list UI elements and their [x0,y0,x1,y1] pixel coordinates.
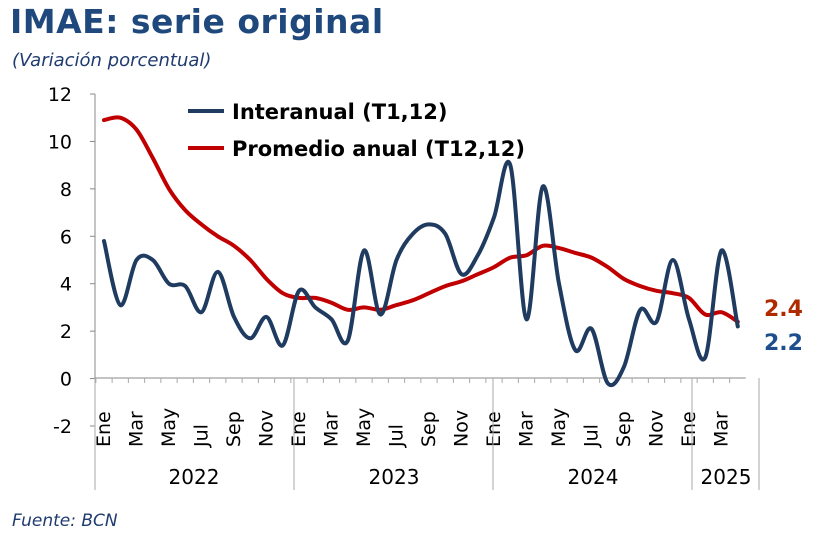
y-tick-label: 4 [60,274,72,296]
x-tick-label: Sep [418,411,440,447]
x-tick-label: Ene [288,411,310,447]
x-tick-label: Ene [93,411,115,447]
y-tick-label: 6 [60,226,72,248]
chart-title: IMAE: serie original [10,2,384,41]
x-tick-label: Nov [256,410,278,447]
x-tick-label: Mar [516,411,538,447]
x-tick-label: Ene [678,411,700,447]
y-tick-label: 2 [60,321,72,343]
x-tick-label: Jul [191,424,213,448]
y-axis: -2 0 2 4 6 8 10 12 [48,84,96,438]
y-tick-label: -2 [53,416,72,438]
x-tick-label: Sep [223,411,245,447]
series-line-promedio [102,115,740,324]
x-tick-label: May [158,408,180,447]
y-tick-label: 12 [48,84,72,106]
source-note: Fuente: BCN [12,511,118,531]
end-label-promedio: 2.4 [764,297,803,322]
x-tick-label: Jul [581,424,603,448]
y-tick-label: 8 [60,179,72,201]
y-tick-label: 0 [60,369,72,391]
x-tick-label: Ene [483,411,505,447]
x-tick-label: Jul [386,424,408,448]
x-tick-label: Sep [613,411,635,447]
x-tick-label: Mar [321,411,343,447]
legend-label: Promedio anual (T12,12) [232,137,525,161]
legend-label: Interanual (T1,12) [232,100,448,124]
y-tick-label: 10 [48,131,72,153]
year-label: 2023 [369,465,420,489]
year-label: 2022 [169,465,220,489]
year-label: 2024 [568,465,619,489]
x-tick-label: May [548,408,570,447]
chart-subtitle: (Variación porcentual) [12,50,212,71]
x-tick-label: Nov [646,410,668,447]
legend: Interanual (T1,12) Promedio anual (T12,12… [188,100,525,161]
x-tick-label: Mar [711,411,733,447]
year-label: 2025 [701,465,752,489]
end-labels: 2.42.2 [764,297,803,356]
series-lines [102,115,740,388]
x-axis: Ene Mar May Jul Sep Nov Ene Mar May Jul Sep Nov Ene M… [93,377,760,490]
x-tick-label: May [353,408,375,447]
end-label-interanual: 2.2 [764,331,803,356]
x-tick-label: Mar [126,411,148,447]
x-tick-label: Nov [451,410,473,447]
series-line-interanual [102,160,740,388]
